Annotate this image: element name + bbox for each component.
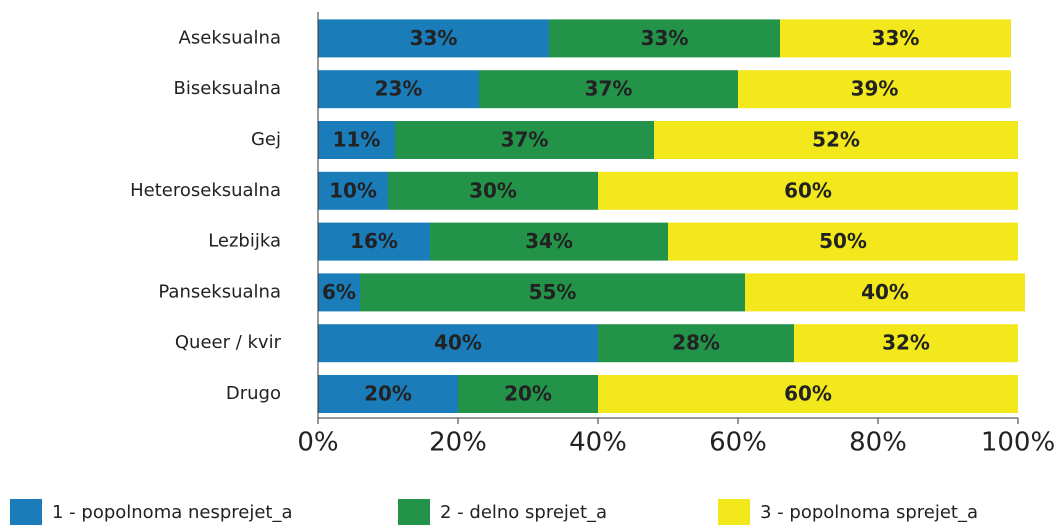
bar-segment [388,171,598,210]
bar-segment [479,70,738,109]
category-label: Queer / kvir [175,332,282,353]
category-label: Biseksualna [174,78,281,99]
data-label: 10% [329,178,377,202]
category-label: Lezbijka [208,231,281,252]
legend-swatch [718,499,750,525]
legend-swatch [398,499,430,525]
data-label: 55% [529,280,577,304]
bar-segment [738,70,1011,109]
data-label: 33% [410,26,458,50]
data-label: 16% [350,229,398,253]
x-tick-label: 40% [569,428,627,458]
data-label: 20% [364,382,412,406]
data-label: 30% [469,178,517,202]
data-label: 28% [672,331,720,355]
legend-label: 1 - popolnoma nesprejet_a [52,502,293,523]
x-tick-label: 60% [709,428,767,458]
category-label: Heteroseksualna [130,180,281,201]
bar-segment [794,324,1018,363]
category-label: Aseksualna [179,27,281,48]
legend-label: 3 - popolnoma sprejet_a [760,502,978,523]
bar-segment [318,375,458,413]
bar-segment [318,324,598,363]
data-label: 11% [333,128,381,152]
bar-segment [318,171,388,210]
bar-segment [458,375,598,413]
bar-segment [598,375,1018,413]
x-tick-label: 100% [981,428,1054,458]
bar-segment [668,222,1018,261]
data-label: 60% [784,178,832,202]
data-label: 40% [434,331,482,355]
data-label: 37% [585,77,633,101]
bar-segment [318,273,360,312]
bar-segment [430,222,668,261]
data-label: 60% [784,382,832,406]
bar-segment [654,121,1018,159]
bar-segment [549,19,780,58]
data-label: 34% [525,229,573,253]
x-tick-label: 20% [429,428,487,458]
category-label: Drugo [226,383,281,404]
bar-segment [598,171,1018,210]
bar-segment [598,324,794,363]
data-label: 50% [819,229,867,253]
data-label: 32% [882,331,930,355]
bar-segment [780,19,1011,58]
legend-swatch [10,499,42,525]
bar-segment [318,121,395,159]
data-label: 33% [641,26,689,50]
data-label: 23% [375,77,423,101]
bar-segment [360,273,745,312]
data-label: 20% [504,382,552,406]
x-tick-label: 80% [849,428,907,458]
category-label: Gej [251,129,281,150]
legend-label: 2 - delno sprejet_a [440,502,607,523]
bar-segment [395,121,654,159]
data-label: 6% [322,280,356,304]
bar-segment [318,70,479,109]
data-label: 37% [501,128,549,152]
x-tick-label: 0% [297,428,338,458]
bar-segment [745,273,1025,312]
data-label: 52% [812,128,860,152]
data-label: 39% [851,77,899,101]
category-label: Panseksualna [158,281,281,302]
data-label: 40% [861,280,909,304]
bar-segment [318,222,430,261]
bar-segment [318,19,549,58]
data-label: 33% [872,26,920,50]
